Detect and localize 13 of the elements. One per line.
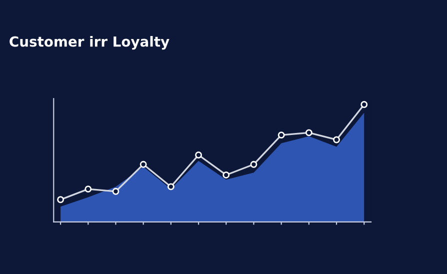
point bbox=[333, 136, 340, 144]
point bbox=[360, 101, 368, 108]
point bbox=[112, 188, 120, 195]
point bbox=[84, 186, 92, 193]
chart-title: Customer irr Loyalty bbox=[10, 36, 170, 50]
point bbox=[167, 183, 174, 190]
point bbox=[250, 160, 258, 168]
point bbox=[305, 129, 312, 136]
point bbox=[140, 160, 147, 168]
point bbox=[195, 152, 202, 158]
point bbox=[278, 132, 285, 139]
point bbox=[57, 196, 64, 204]
point bbox=[222, 171, 230, 178]
